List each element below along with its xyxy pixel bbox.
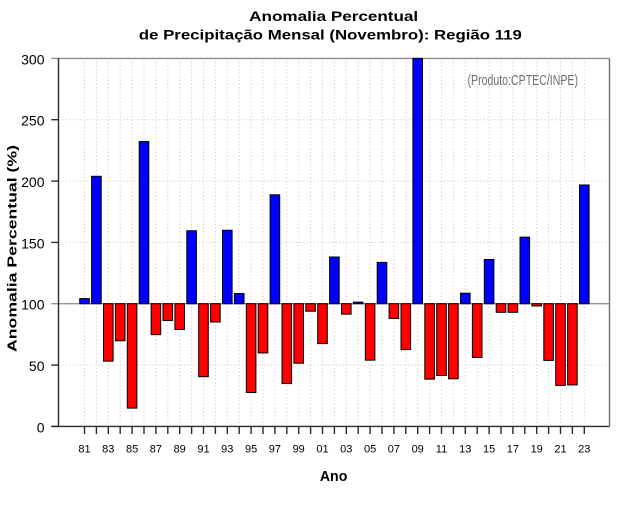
svg-text:(Produto:CPTEC/INPE): (Produto:CPTEC/INPE) [468,72,579,89]
svg-text:13: 13 [459,443,471,455]
svg-text:99: 99 [293,443,305,455]
svg-text:09: 09 [412,443,424,455]
svg-text:21: 21 [554,443,566,455]
svg-text:01: 01 [316,443,328,455]
svg-text:83: 83 [102,443,114,455]
svg-text:250: 250 [21,113,45,129]
svg-text:Ano: Ano [320,468,348,485]
svg-text:03: 03 [340,443,352,455]
svg-text:97: 97 [269,443,281,455]
svg-text:85: 85 [126,443,138,455]
svg-text:93: 93 [221,443,233,455]
svg-text:200: 200 [21,174,45,190]
svg-text:100: 100 [21,297,45,313]
svg-text:150: 150 [21,235,45,251]
svg-text:300: 300 [21,51,45,67]
svg-text:11: 11 [436,443,447,455]
svg-text:50: 50 [29,358,45,374]
svg-text:23: 23 [578,443,590,455]
svg-text:89: 89 [174,443,186,455]
svg-text:05: 05 [364,443,376,455]
svg-text:19: 19 [531,443,543,455]
svg-text:de Precipitação Mensal (Novemb: de Precipitação Mensal (Novembro): Regiã… [139,27,522,43]
svg-text:Anomalia Percentual (%): Anomalia Percentual (%) [5,145,20,352]
svg-text:91: 91 [197,443,209,455]
svg-text:81: 81 [78,443,90,455]
svg-text:07: 07 [388,443,400,455]
svg-text:Anomalia Percentual: Anomalia Percentual [249,8,418,24]
svg-text:0: 0 [37,419,45,435]
svg-text:15: 15 [483,443,495,455]
svg-text:17: 17 [507,443,519,455]
svg-text:87: 87 [150,443,162,455]
svg-text:95: 95 [245,443,257,455]
